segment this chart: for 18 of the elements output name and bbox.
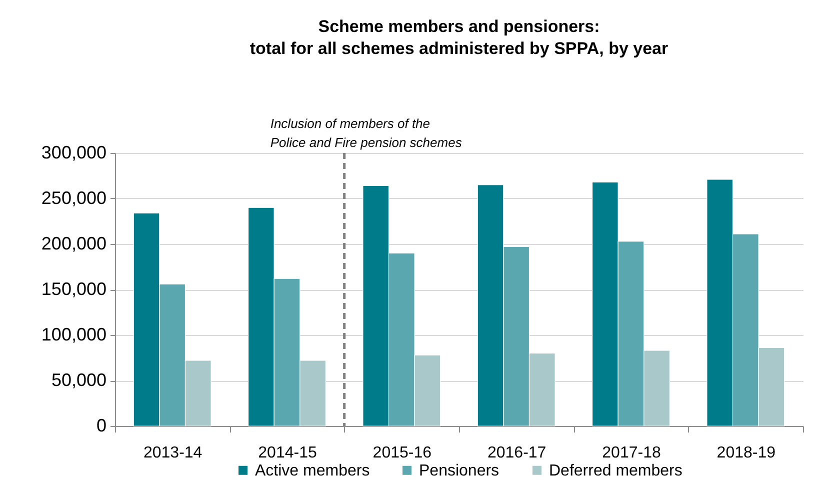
x-tick-label: 2017-18 xyxy=(602,444,661,462)
y-tick-label: 200,000 xyxy=(41,234,106,254)
y-tick-label: 50,000 xyxy=(51,370,106,390)
y-tick-label: 250,000 xyxy=(41,188,106,208)
x-tick-label: 2015-16 xyxy=(372,444,432,462)
y-tick-label: 300,000 xyxy=(41,142,106,162)
x-tick-label: 2016-17 xyxy=(487,444,546,462)
y-tick-label: 100,000 xyxy=(41,324,106,344)
y-tick-label: 150,000 xyxy=(41,279,106,299)
legend-label: Deferred members xyxy=(549,462,682,480)
y-tick-label: 0 xyxy=(96,416,106,436)
x-tick-label: 2013-14 xyxy=(143,444,202,462)
legend-label: Pensioners xyxy=(419,462,500,480)
x-tick-label: 2018-19 xyxy=(716,444,776,462)
chart-title: Scheme members and pensioners: total for all schemes administered by SPPA, by year xyxy=(250,17,668,58)
x-tick-label: 2014-15 xyxy=(258,444,317,462)
legend-label: Active members xyxy=(255,462,370,480)
ref-line-label: Inclusion of members of the Police and Fire pension schemes xyxy=(270,116,462,150)
